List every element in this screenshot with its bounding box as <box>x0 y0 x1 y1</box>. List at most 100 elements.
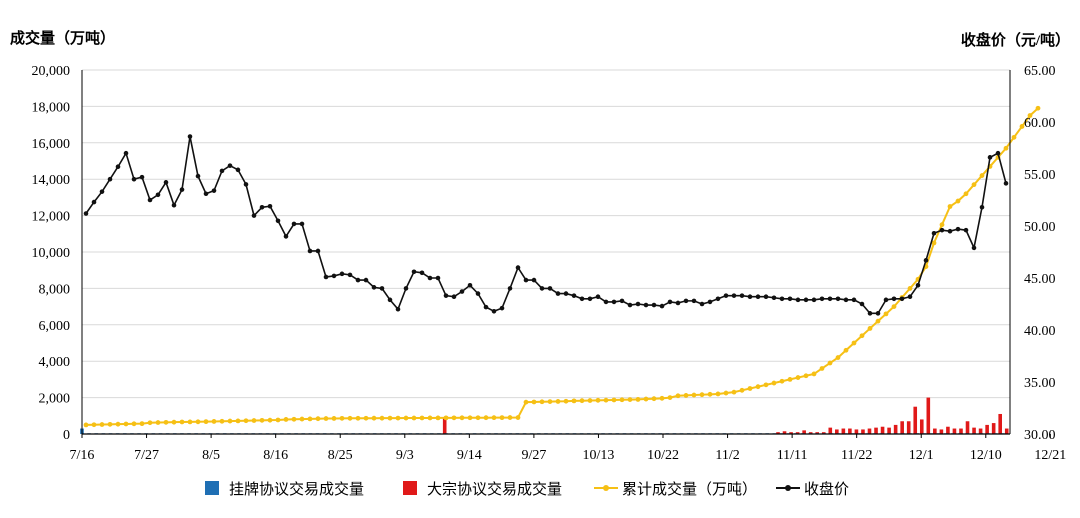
closing-price-point <box>219 168 225 174</box>
closing-price-point <box>971 245 977 251</box>
left-tick-label: 20,000 <box>32 64 71 79</box>
cumulative-volume-point <box>771 380 777 386</box>
x-tick-label: 10/22 <box>647 448 679 463</box>
closing-price-point <box>371 285 377 290</box>
cumulative-volume-point <box>483 415 489 421</box>
cumulative-volume-point <box>931 240 937 246</box>
closing-price-point <box>811 297 817 303</box>
closing-price-point <box>283 234 289 239</box>
cumulative-volume-point <box>611 397 617 403</box>
legend-item: 收盘价 <box>776 480 849 498</box>
closing-price-point <box>627 302 633 308</box>
left-tick-label: 4,000 <box>39 355 71 370</box>
cumulative-volume-point <box>235 418 241 424</box>
bar-bulk-volume <box>946 426 950 434</box>
closing-price-point <box>163 180 169 185</box>
cumulative-volume-point <box>835 355 841 360</box>
cumulative-volume-point <box>163 419 169 425</box>
legend-label: 挂牌协议交易成交量 <box>229 480 364 498</box>
cumulative-volume-point <box>395 415 401 421</box>
closing-price-point <box>467 282 473 288</box>
bar-bulk-volume <box>893 424 898 434</box>
closing-price-point <box>675 300 681 306</box>
x-tick-label: 9/3 <box>396 448 414 463</box>
closing-price-point <box>867 311 873 316</box>
cumulative-volume-point <box>147 420 153 426</box>
cumulative-volume-point <box>803 373 809 379</box>
closing-price-point <box>563 291 569 296</box>
x-tick-label: 12/1 <box>909 448 934 463</box>
closing-price-point <box>1003 181 1009 186</box>
right-axis-title: 收盘价（元/吨） <box>961 31 1070 49</box>
closing-price-point <box>739 293 745 298</box>
closing-price-point <box>947 228 953 234</box>
closing-price-point <box>531 277 537 283</box>
cumulative-volume-point <box>531 399 537 405</box>
bar-bulk-volume <box>965 421 970 434</box>
bar-bulk-volume <box>998 413 1002 434</box>
right-tick-label: 60.00 <box>1024 116 1056 131</box>
x-tick-label: 7/16 <box>70 448 95 463</box>
cumulative-volume-point <box>571 398 577 404</box>
closing-price-point <box>131 176 137 182</box>
closing-price-point <box>491 308 497 314</box>
bar-bulk-volume <box>776 432 780 434</box>
closing-price-point <box>787 296 793 302</box>
legend-label: 收盘价 <box>804 480 849 498</box>
gridlines <box>82 69 1010 399</box>
closing-price-point <box>363 277 369 283</box>
closing-price-point <box>731 293 737 298</box>
cumulative-volume-point <box>91 422 97 428</box>
cumulative-volume-point <box>827 360 833 366</box>
closing-price-point <box>995 150 1001 156</box>
closing-price-point <box>843 297 849 303</box>
closing-price-point <box>523 277 529 283</box>
bar-bulk-volume <box>782 431 787 434</box>
bar-bulk-volume <box>841 428 846 434</box>
cumulative-volume-point <box>99 422 105 427</box>
closing-price-point <box>243 182 249 187</box>
closing-price-point <box>267 203 273 209</box>
left-tick-label: 14,000 <box>32 173 71 188</box>
legend-swatch <box>205 481 219 495</box>
bar-bulk-volume <box>815 432 820 434</box>
bar-bulk-volume <box>952 428 957 434</box>
x-tick-label: 12/10 <box>970 448 1002 463</box>
cumulative-volume-point <box>123 421 129 427</box>
cumulative-volume-point <box>955 198 961 204</box>
bar-bulk-volume <box>1004 428 1009 434</box>
closing-price-point <box>651 302 657 308</box>
closing-price-point <box>659 303 665 309</box>
cumulative-volume-point <box>291 416 297 422</box>
closing-price-point <box>251 213 257 218</box>
x-tick-label: 11/2 <box>715 448 739 463</box>
closing-price-point <box>203 191 209 197</box>
cumulative-volume-point <box>1027 113 1033 118</box>
bar-bulk-volume <box>978 428 983 434</box>
right-tick-label: 50.00 <box>1024 220 1056 235</box>
cumulative-volume-point <box>475 415 481 421</box>
bar-bulk-volume <box>985 424 989 434</box>
cumulative-volume-point <box>971 182 977 188</box>
cumulative-volume-point <box>651 396 657 402</box>
closing-price-point <box>139 174 145 180</box>
bar-bulk-volume <box>933 428 937 434</box>
cumulative-volume-point <box>523 399 529 405</box>
closing-price-point <box>595 294 601 300</box>
cumulative-volume-point <box>403 415 409 421</box>
closing-price-point <box>547 286 553 291</box>
closing-price-point <box>387 297 393 303</box>
bar-bulk-volume <box>821 432 826 434</box>
cumulative-volume-point <box>603 397 609 403</box>
cumulative-volume-point <box>171 419 177 425</box>
cumulative-volume-point <box>371 415 377 421</box>
closing-price-point <box>875 311 881 316</box>
bar-bulk-volume <box>789 432 793 434</box>
closing-price-point <box>635 301 641 307</box>
cumulative-volume-point <box>907 286 913 291</box>
cumulative-volume-point <box>355 415 361 421</box>
cumulative-volume-point <box>155 420 161 425</box>
bar-bulk-volume <box>959 428 963 434</box>
cumulative-volume-point <box>875 318 881 324</box>
closing-price-point <box>411 269 417 275</box>
